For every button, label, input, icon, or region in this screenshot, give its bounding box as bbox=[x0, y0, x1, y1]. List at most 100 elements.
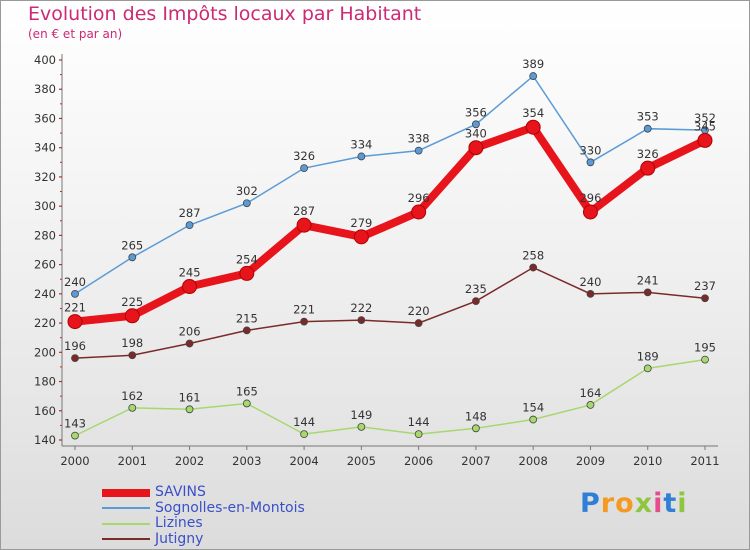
data-label: 258 bbox=[522, 249, 544, 263]
x-tick-label: 2003 bbox=[232, 454, 261, 468]
data-label: 389 bbox=[522, 57, 544, 71]
y-tick-label: 400 bbox=[34, 53, 56, 67]
data-point bbox=[586, 158, 595, 167]
y-tick-label: 160 bbox=[34, 404, 56, 418]
data-label: 302 bbox=[236, 184, 258, 198]
data-point bbox=[468, 140, 484, 156]
data-point bbox=[185, 339, 194, 348]
data-label: 198 bbox=[121, 336, 143, 350]
data-label: 241 bbox=[637, 273, 659, 287]
logo-letter: r bbox=[600, 488, 616, 519]
legend-item: Jutigny bbox=[102, 530, 305, 548]
y-tick-label: 220 bbox=[34, 316, 56, 330]
legend-item: Sognolles-en-Montois bbox=[102, 499, 305, 517]
data-point bbox=[582, 204, 598, 220]
data-label: 287 bbox=[293, 204, 315, 218]
y-tick-label: 380 bbox=[34, 82, 56, 96]
legend-swatch bbox=[102, 522, 150, 525]
y-tick-label: 340 bbox=[34, 141, 56, 155]
data-label: 245 bbox=[179, 266, 201, 280]
data-point bbox=[242, 326, 251, 335]
data-label: 215 bbox=[236, 311, 258, 325]
chart-legend: SAVINS Sognolles-en-Montois Lizines Jutigny bbox=[102, 485, 305, 547]
data-point bbox=[701, 294, 709, 303]
data-label: 254 bbox=[236, 252, 258, 266]
data-label: 154 bbox=[522, 401, 544, 415]
y-tick-label: 320 bbox=[34, 170, 56, 184]
y-tick-label: 280 bbox=[34, 228, 56, 242]
data-label: 240 bbox=[579, 275, 601, 289]
data-point bbox=[525, 119, 541, 135]
x-tick-label: 2001 bbox=[118, 454, 147, 468]
y-tick-label: 240 bbox=[34, 287, 56, 301]
data-point bbox=[411, 204, 427, 220]
data-point bbox=[414, 430, 423, 439]
data-label: 279 bbox=[350, 216, 372, 230]
legend-swatch bbox=[102, 538, 150, 541]
data-label: 235 bbox=[465, 282, 487, 296]
data-label: 206 bbox=[179, 325, 201, 339]
x-tick-label: 2010 bbox=[633, 454, 662, 468]
data-point bbox=[300, 430, 308, 439]
data-point bbox=[586, 401, 595, 409]
y-tick-label: 300 bbox=[34, 199, 56, 213]
legend-label: Jutigny bbox=[155, 530, 204, 547]
data-point bbox=[124, 308, 140, 324]
data-point bbox=[472, 120, 480, 129]
data-point bbox=[239, 265, 255, 281]
data-point bbox=[182, 279, 198, 295]
data-point bbox=[185, 221, 194, 230]
y-tick-label: 200 bbox=[34, 345, 56, 359]
data-label: 287 bbox=[179, 206, 201, 220]
x-tick-label: 2011 bbox=[690, 454, 719, 468]
data-point bbox=[414, 319, 423, 327]
logo-letter: P bbox=[580, 488, 601, 519]
data-label: 237 bbox=[694, 279, 716, 293]
data-point bbox=[472, 424, 480, 433]
data-point bbox=[300, 164, 308, 173]
data-label: 164 bbox=[579, 386, 601, 400]
data-point bbox=[643, 364, 652, 373]
data-label: 354 bbox=[522, 106, 544, 120]
data-label: 144 bbox=[408, 415, 430, 429]
data-point bbox=[71, 289, 79, 298]
legend-label: Sognolles-en-Montois bbox=[155, 499, 305, 516]
data-label: 144 bbox=[293, 415, 315, 429]
data-point bbox=[643, 124, 652, 133]
x-tick-label: 2004 bbox=[289, 454, 318, 468]
data-label: 352 bbox=[694, 111, 716, 125]
data-point bbox=[529, 263, 538, 272]
data-label: 265 bbox=[121, 238, 143, 252]
data-point bbox=[529, 72, 538, 80]
data-label: 330 bbox=[579, 143, 601, 157]
data-label: 353 bbox=[637, 110, 659, 124]
logo-letter: x bbox=[634, 488, 654, 519]
series-line bbox=[74, 74, 706, 295]
y-tick-label: 140 bbox=[34, 433, 56, 447]
data-label: 195 bbox=[694, 341, 716, 355]
data-point bbox=[71, 354, 79, 363]
x-tick-label: 2006 bbox=[404, 454, 433, 468]
data-point bbox=[296, 217, 312, 233]
data-point bbox=[128, 351, 137, 360]
data-point bbox=[300, 317, 308, 326]
data-label: 345 bbox=[694, 119, 716, 133]
series-line bbox=[74, 266, 706, 359]
data-label: 148 bbox=[465, 409, 487, 423]
data-label: 356 bbox=[465, 105, 487, 119]
series-line bbox=[74, 358, 706, 437]
data-point bbox=[357, 316, 366, 325]
data-label: 162 bbox=[121, 389, 143, 403]
data-point bbox=[586, 289, 595, 298]
data-label: 240 bbox=[64, 275, 86, 289]
data-label: 143 bbox=[64, 417, 86, 431]
proxiti-logo: Proxiti bbox=[580, 488, 688, 519]
data-label: 296 bbox=[408, 191, 430, 205]
logo-letter: i bbox=[677, 488, 688, 519]
data-label: 221 bbox=[293, 303, 315, 317]
data-point bbox=[357, 422, 366, 431]
series-line bbox=[74, 123, 707, 326]
x-tick-label: 2000 bbox=[60, 454, 89, 468]
